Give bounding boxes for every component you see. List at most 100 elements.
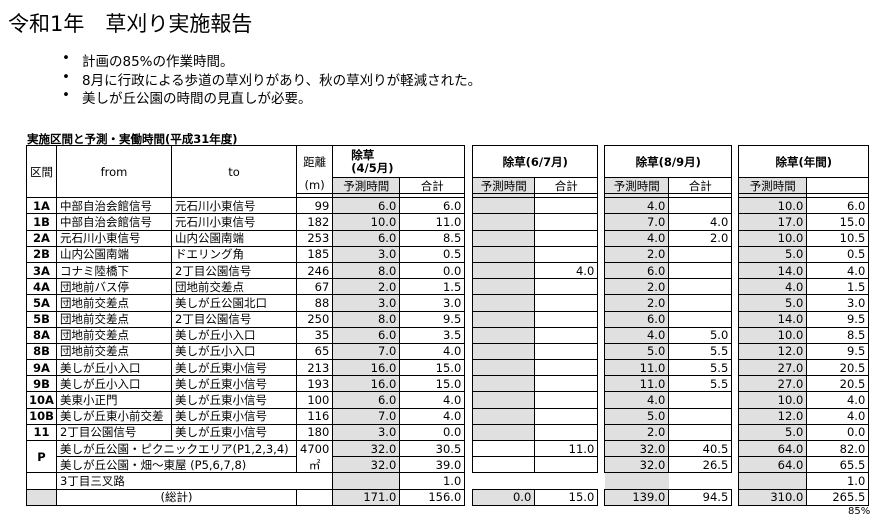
total-cell: 11.0 [534, 439, 599, 458]
distance-cell: 185 [295, 245, 334, 263]
total-cell: 1.0 [399, 472, 466, 490]
total-cell [534, 391, 599, 409]
predicted-cell: 10.0 [738, 326, 808, 344]
total-cell [534, 310, 599, 328]
total-cell [668, 278, 733, 296]
total-cell: 11.0 [399, 213, 466, 231]
total-cell: 0.0 [806, 423, 870, 442]
predicted-cell: 5.0 [604, 342, 670, 361]
predicted-cell: 6.0 [332, 326, 401, 344]
header-predicted: 予測時間 [604, 176, 670, 195]
header-from: from [56, 144, 172, 199]
header-section: 区間 [26, 144, 57, 199]
to-cell: 美しが丘東小信号 [171, 391, 297, 409]
total-cell: 4.0 [534, 261, 599, 280]
predicted-cell: 12.0 [738, 407, 808, 425]
from-cell: 美しが丘東小前交差 [56, 407, 172, 425]
location-cell: 美しが丘公園・ピクニックエリア(P1,2,3,4) [56, 439, 297, 458]
predicted-cell: 12.0 [738, 342, 808, 361]
from-cell: 団地前交差点 [56, 342, 172, 361]
predicted-cell: 27.0 [738, 359, 808, 377]
distance-cell: 100 [295, 391, 334, 409]
total-cell [668, 310, 733, 328]
predicted-cell: 171.0 [332, 488, 401, 506]
total-cell [668, 245, 733, 263]
predicted-cell: 5.0 [738, 245, 808, 263]
predicted-cell: 6.0 [604, 310, 670, 328]
predicted-cell: 27.0 [738, 375, 808, 393]
header-total: 合計 [399, 176, 466, 195]
achievement-ratio: 85% [848, 506, 871, 517]
to-cell: ドエリング角 [171, 245, 297, 263]
section-id: 5A [26, 294, 57, 312]
header-apr-may: 除草 (4/5月) [332, 145, 466, 178]
predicted-cell: 310.0 [738, 488, 808, 506]
predicted-cell: 2.0 [604, 245, 670, 263]
distance-cell: 250 [295, 310, 334, 328]
total-cell [668, 261, 733, 280]
total-cell [534, 456, 599, 474]
total-cell: 20.5 [806, 375, 870, 393]
predicted-cell [472, 407, 536, 425]
total-cell: 6.0 [399, 197, 466, 215]
predicted-cell [472, 213, 536, 231]
section-id: P [26, 439, 57, 474]
header-to: to [171, 144, 297, 199]
predicted-cell: 32.0 [604, 439, 670, 458]
table-row: 3A コナミ陸橋下 2丁目公園信号 246 8.0 0.0 4.0 6.0 14.0 4.0 [26, 261, 870, 280]
bullet-item: 美しが丘公園の時間の見直しが必要。 [62, 87, 481, 107]
total-cell [668, 294, 733, 312]
predicted-cell: 32.0 [604, 456, 670, 474]
bullet-item: 8月に行政による歩道の草刈りがあり、秋の草刈りが軽減された。 [62, 69, 481, 89]
total-cell [534, 278, 599, 296]
predicted-cell: 4.0 [604, 197, 670, 215]
predicted-cell [738, 472, 808, 490]
distance-cell: 67 [295, 278, 334, 296]
from-cell: 美しが丘小入口 [56, 359, 172, 377]
total-cell: 4.0 [668, 213, 733, 231]
total-cell: 15.0 [399, 375, 466, 393]
predicted-cell [472, 391, 536, 409]
from-cell: 中部自治会館信号 [56, 213, 172, 231]
total-cell: 15.0 [534, 488, 599, 506]
total-cell: 0.0 [399, 261, 466, 280]
section-id: 5B [26, 310, 57, 328]
section-id: 2A [26, 229, 57, 247]
total-cell [534, 423, 599, 442]
distance-cell: 35 [295, 326, 334, 344]
total-cell: 0.5 [399, 245, 466, 263]
predicted-cell: 4.0 [604, 229, 670, 247]
predicted-cell [472, 261, 536, 280]
predicted-cell [472, 229, 536, 247]
total-cell: 156.0 [399, 488, 466, 506]
from-cell: 2丁目公園信号 [56, 423, 172, 442]
from-cell: 美東小正門 [56, 391, 172, 409]
total-cell [534, 294, 599, 312]
predicted-cell: 7.0 [332, 407, 401, 425]
table-row: 8B 団地前交差点 美しが丘小入口 65 7.0 4.0 5.0 5.5 12.0 9.5 [26, 342, 870, 361]
location-cell: 美しが丘公園・畑～東屋 (P5,6,7,8) [56, 456, 297, 474]
predicted-cell [604, 472, 669, 490]
total-cell [534, 326, 599, 344]
from-cell: 団地前バス停 [56, 278, 172, 296]
distance-cell: 246 [295, 261, 334, 280]
total-cell: 39.0 [399, 456, 466, 474]
predicted-cell: 4.0 [604, 391, 670, 409]
section-id: 10B [26, 407, 57, 425]
from-cell: 山内公園南端 [56, 245, 172, 263]
predicted-cell: 16.0 [332, 359, 401, 377]
total-cell: 3.0 [399, 294, 466, 312]
total-cell: 40.5 [668, 439, 733, 458]
predicted-cell: 14.0 [738, 310, 808, 328]
distance-cell: 180 [295, 423, 334, 442]
total-cell [534, 407, 599, 425]
predicted-cell: 32.0 [332, 456, 401, 474]
total-cell: 15.0 [399, 359, 466, 377]
to-cell: 団地前交差点 [171, 278, 297, 296]
table-row: 4A 団地前バス停 団地前交差点 67 2.0 1.5 2.0 4.0 1.5 [26, 278, 870, 296]
predicted-cell: 6.0 [332, 197, 401, 215]
total-cell: 4.0 [806, 261, 870, 280]
total-cell [534, 245, 599, 263]
predicted-cell: 0.0 [472, 488, 536, 506]
header-aug-sep: 除草(8/9月) [604, 145, 733, 178]
